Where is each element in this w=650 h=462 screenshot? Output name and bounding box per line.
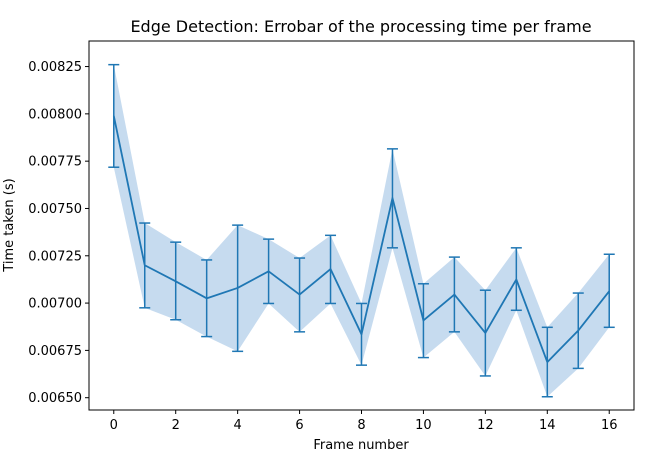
x-tick-label-6: 6	[295, 418, 303, 433]
x-tick-label-12: 12	[477, 418, 494, 433]
x-tick-label-10: 10	[415, 418, 432, 433]
y-axis-label: Time taken (s)	[2, 178, 17, 272]
y-tick-label-4: 0.00750	[28, 202, 82, 217]
x-tick-label-2: 2	[172, 418, 180, 433]
x-axis-label: Frame number	[313, 438, 409, 453]
y-tick-label-3: 0.00725	[28, 249, 82, 264]
y-tick-label-5: 0.00775	[28, 155, 82, 170]
chart-title: Edge Detection: Errobar of the processin…	[130, 17, 591, 36]
plot-area: 0 2 4 6 8 10 12 14 16 0.00650 0.00675 0.00700 0.0072…	[28, 40, 635, 433]
x-tick-label-14: 14	[539, 418, 556, 433]
x-tick-label-4: 4	[233, 418, 241, 433]
mean-line	[112, 115, 610, 364]
y-tick-label-2: 0.00700	[28, 297, 82, 312]
y-tick-label-0: 0.00650	[28, 391, 82, 406]
x-tick-label-0: 0	[110, 418, 118, 433]
y-tick-label-6: 0.00800	[28, 107, 82, 122]
y-tick-label-7: 0.00825	[28, 60, 82, 75]
x-tick-label-16: 16	[601, 418, 618, 433]
x-tick-label-8: 8	[357, 418, 365, 433]
y-tick-label-1: 0.00675	[28, 344, 82, 359]
